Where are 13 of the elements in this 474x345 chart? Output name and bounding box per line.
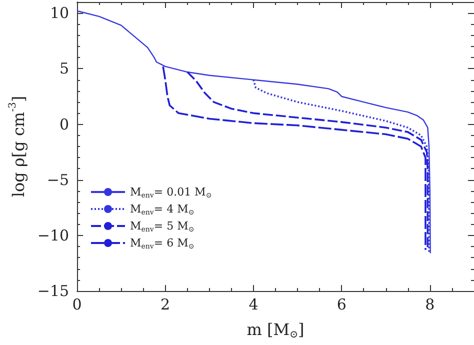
x-tick-label: 6 [336,296,346,314]
y-tick-label: −10 [37,226,70,244]
x-tick-label: 0 [72,296,82,314]
y-tick-label: 10 [50,4,70,22]
y-tick-label: 0 [60,115,70,134]
x-tick-label: 2 [160,296,170,314]
y-tick-label: −5 [46,170,70,189]
y-axis-title: log ρ[g cm-3] [8,96,28,198]
y-tick-label: 5 [60,60,70,78]
x-tick-label: 8 [425,296,435,314]
x-tick-label: 4 [248,296,258,314]
y-tick-label: −15 [37,282,70,300]
x-axis-title: m [M⊙] [246,320,304,340]
